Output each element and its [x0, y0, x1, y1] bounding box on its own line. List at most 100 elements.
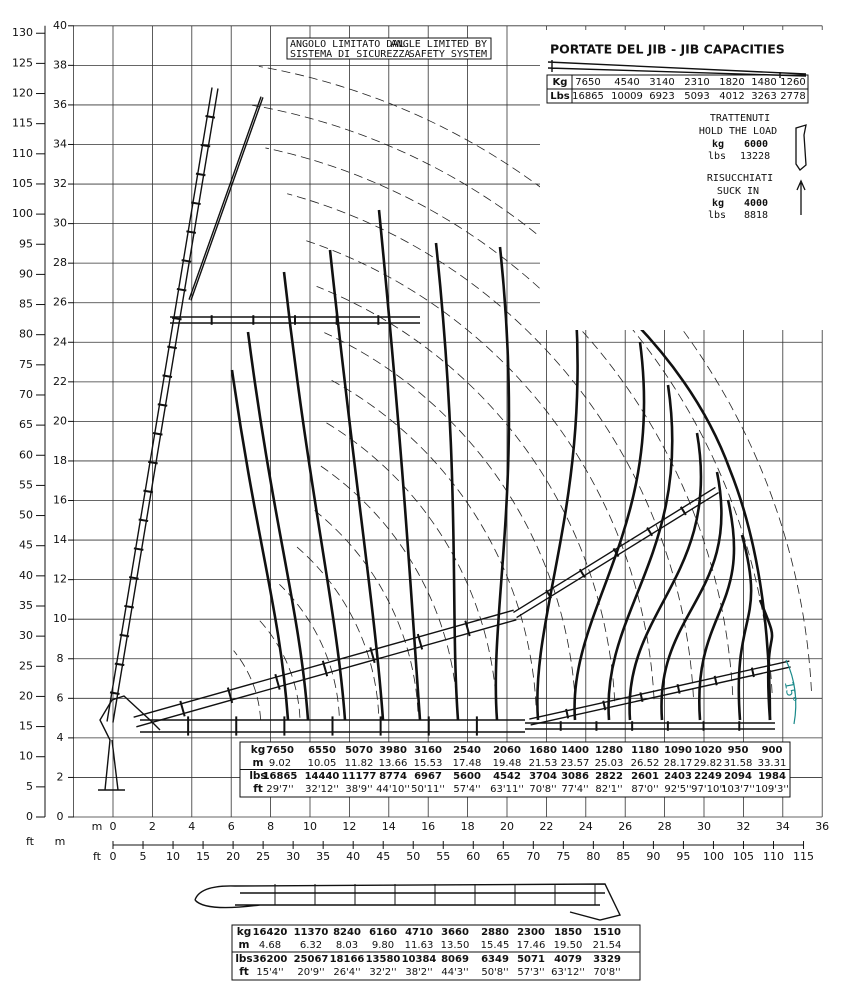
hold-text: lbs: [708, 151, 726, 162]
table-cell: 8240: [333, 927, 361, 938]
table-cell: 1680: [529, 745, 557, 756]
capacity-curve: [282, 271, 347, 721]
table-cell: 82'1'': [595, 784, 622, 795]
table-cell: 8774: [379, 771, 407, 782]
y-tick-label: 22: [53, 375, 67, 388]
boom-joint: [274, 673, 281, 690]
table-cell: 8069: [441, 954, 469, 965]
suck-text: SUCK IN: [717, 186, 759, 197]
x-tick-label: 36: [815, 820, 829, 833]
x-tick-label: 4: [188, 820, 195, 833]
table-cell: 29'7'': [266, 784, 293, 795]
y-tick-label: 4: [57, 731, 64, 744]
capacity-curve: [328, 249, 385, 721]
jib-lbs: 6923: [649, 91, 674, 102]
boom-joint: [545, 589, 553, 599]
table-cell: 15.45: [481, 940, 510, 951]
jib-values: 7650 16865 4540 10009 3140 6923 2310 5093 1820 40…: [572, 77, 806, 102]
x-tick-label: 95: [676, 850, 690, 863]
y-tick-label: 120: [12, 87, 33, 100]
hold-text: 13228: [740, 151, 770, 162]
x-tick-label: 50: [406, 850, 420, 863]
x-tick-label: 15: [196, 850, 210, 863]
y-tick-label: 55: [19, 478, 33, 491]
y-tick-label: 110: [12, 147, 33, 160]
table-cell: 14440: [305, 771, 340, 782]
capacity-curves: [230, 209, 774, 721]
table-cell: 1280: [595, 745, 623, 756]
jib-kg: 1260: [780, 77, 805, 88]
radius-arc: [316, 286, 616, 702]
boom-joint: [646, 527, 654, 537]
y-tick-label: 0: [57, 810, 64, 823]
jib-kg: 1820: [719, 77, 744, 88]
table-cell: 25067: [294, 954, 329, 965]
boom-joint: [639, 692, 644, 703]
boom-joint: [152, 432, 163, 436]
row-label: m: [253, 757, 264, 769]
x-tick-label: 105: [733, 850, 754, 863]
boom-joint: [181, 259, 192, 263]
table-cell: 3086: [561, 771, 589, 782]
table-cell: 109'3'': [755, 784, 789, 795]
table-cell: 13580: [366, 954, 401, 965]
y-tick-label: 130: [12, 26, 33, 39]
hold-text: kg: [712, 139, 724, 150]
note-text: SISTEMA DI SICUREZZA: [290, 49, 410, 60]
boom-joint: [676, 683, 681, 694]
boom: [188, 96, 264, 301]
suck-text: lbs: [708, 210, 726, 221]
y-tick-label: 10: [19, 750, 33, 763]
y-tick-label: 10: [53, 612, 67, 625]
table-cell: 5070: [345, 745, 373, 756]
jib-title: PORTATE DEL JIB - JIB CAPACITIES: [550, 42, 785, 57]
folded-boom: [194, 883, 622, 921]
table-cell: 900: [762, 745, 783, 756]
y-tick-label: 8: [57, 652, 64, 665]
boom-joint: [578, 568, 586, 578]
table-cell: 26'4'': [333, 967, 360, 978]
capacity-curve: [660, 471, 723, 721]
table-cell: 2094: [724, 771, 752, 782]
note-text: SAFETY SYSTEM: [409, 49, 487, 60]
capacity-curve: [494, 246, 511, 721]
capacity-curve: [246, 331, 310, 721]
y-tick-label: 36: [53, 98, 67, 111]
table-cell: 50'8'': [481, 967, 508, 978]
jib-kg: 7650: [575, 77, 600, 88]
table-cell: 2601: [631, 771, 659, 782]
x-tick-label: 24: [579, 820, 593, 833]
table-cell: 2880: [481, 927, 509, 938]
table-cell: 2403: [664, 771, 692, 782]
jib-kg: 3140: [649, 77, 674, 88]
table-cell: 3160: [414, 745, 442, 756]
table-cell: 18166: [330, 954, 365, 965]
crane-base: [98, 695, 161, 791]
suck-text: 8818: [744, 210, 768, 221]
y-tick-label: 80: [19, 328, 33, 341]
tables: kg 7650 6550 5070 3980 3160 2540 2060 1680 1400 12…: [231, 741, 791, 981]
x-tick-label: 0: [110, 820, 117, 833]
note-text: ANGOLO LIMITATO DAL: [290, 39, 404, 50]
axis-unit: ft: [93, 850, 102, 863]
y-tick-label: 20: [53, 414, 67, 427]
table-cell: 20'9'': [297, 967, 324, 978]
table-cell: 3980: [379, 745, 407, 756]
y-tick-label: 28: [53, 256, 67, 269]
x-tick-label: 55: [436, 850, 450, 863]
jib-lbs: 2778: [780, 91, 805, 102]
x-tick-label: 12: [342, 820, 356, 833]
jib-kg: 2310: [684, 77, 709, 88]
table-cell: 28.17: [664, 758, 693, 769]
boom: [529, 660, 791, 726]
x-tick-label: 70: [526, 850, 540, 863]
note-text: ANGLE LIMITED BY: [391, 39, 487, 50]
x-tick-label: 30: [286, 850, 300, 863]
table-cell: 44'10'': [376, 784, 410, 795]
x-tick-label: 40: [346, 850, 360, 863]
table-cell: 2060: [493, 745, 521, 756]
table-cell: 44'3'': [441, 967, 468, 978]
boom-joint: [167, 345, 177, 350]
boom-joint: [162, 374, 173, 378]
boom-joint: [565, 708, 570, 719]
